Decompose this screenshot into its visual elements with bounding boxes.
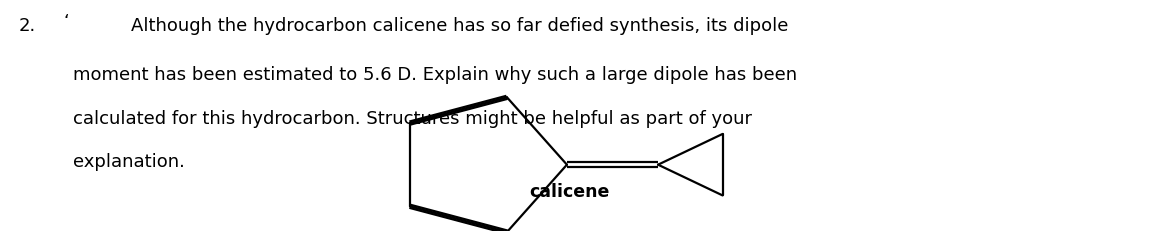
Text: ‘: ‘: [64, 13, 69, 31]
Text: 2.: 2.: [19, 17, 36, 35]
Text: Although the hydrocarbon calicene has so far defied synthesis, its dipole: Although the hydrocarbon calicene has so…: [131, 17, 788, 35]
Text: moment has been estimated to 5.6 D. Explain why such a large dipole has been: moment has been estimated to 5.6 D. Expl…: [73, 66, 797, 84]
Text: calculated for this hydrocarbon. Structures might be helpful as part of your: calculated for this hydrocarbon. Structu…: [73, 109, 752, 127]
Text: explanation.: explanation.: [73, 153, 185, 171]
Text: calicene: calicene: [530, 182, 610, 200]
